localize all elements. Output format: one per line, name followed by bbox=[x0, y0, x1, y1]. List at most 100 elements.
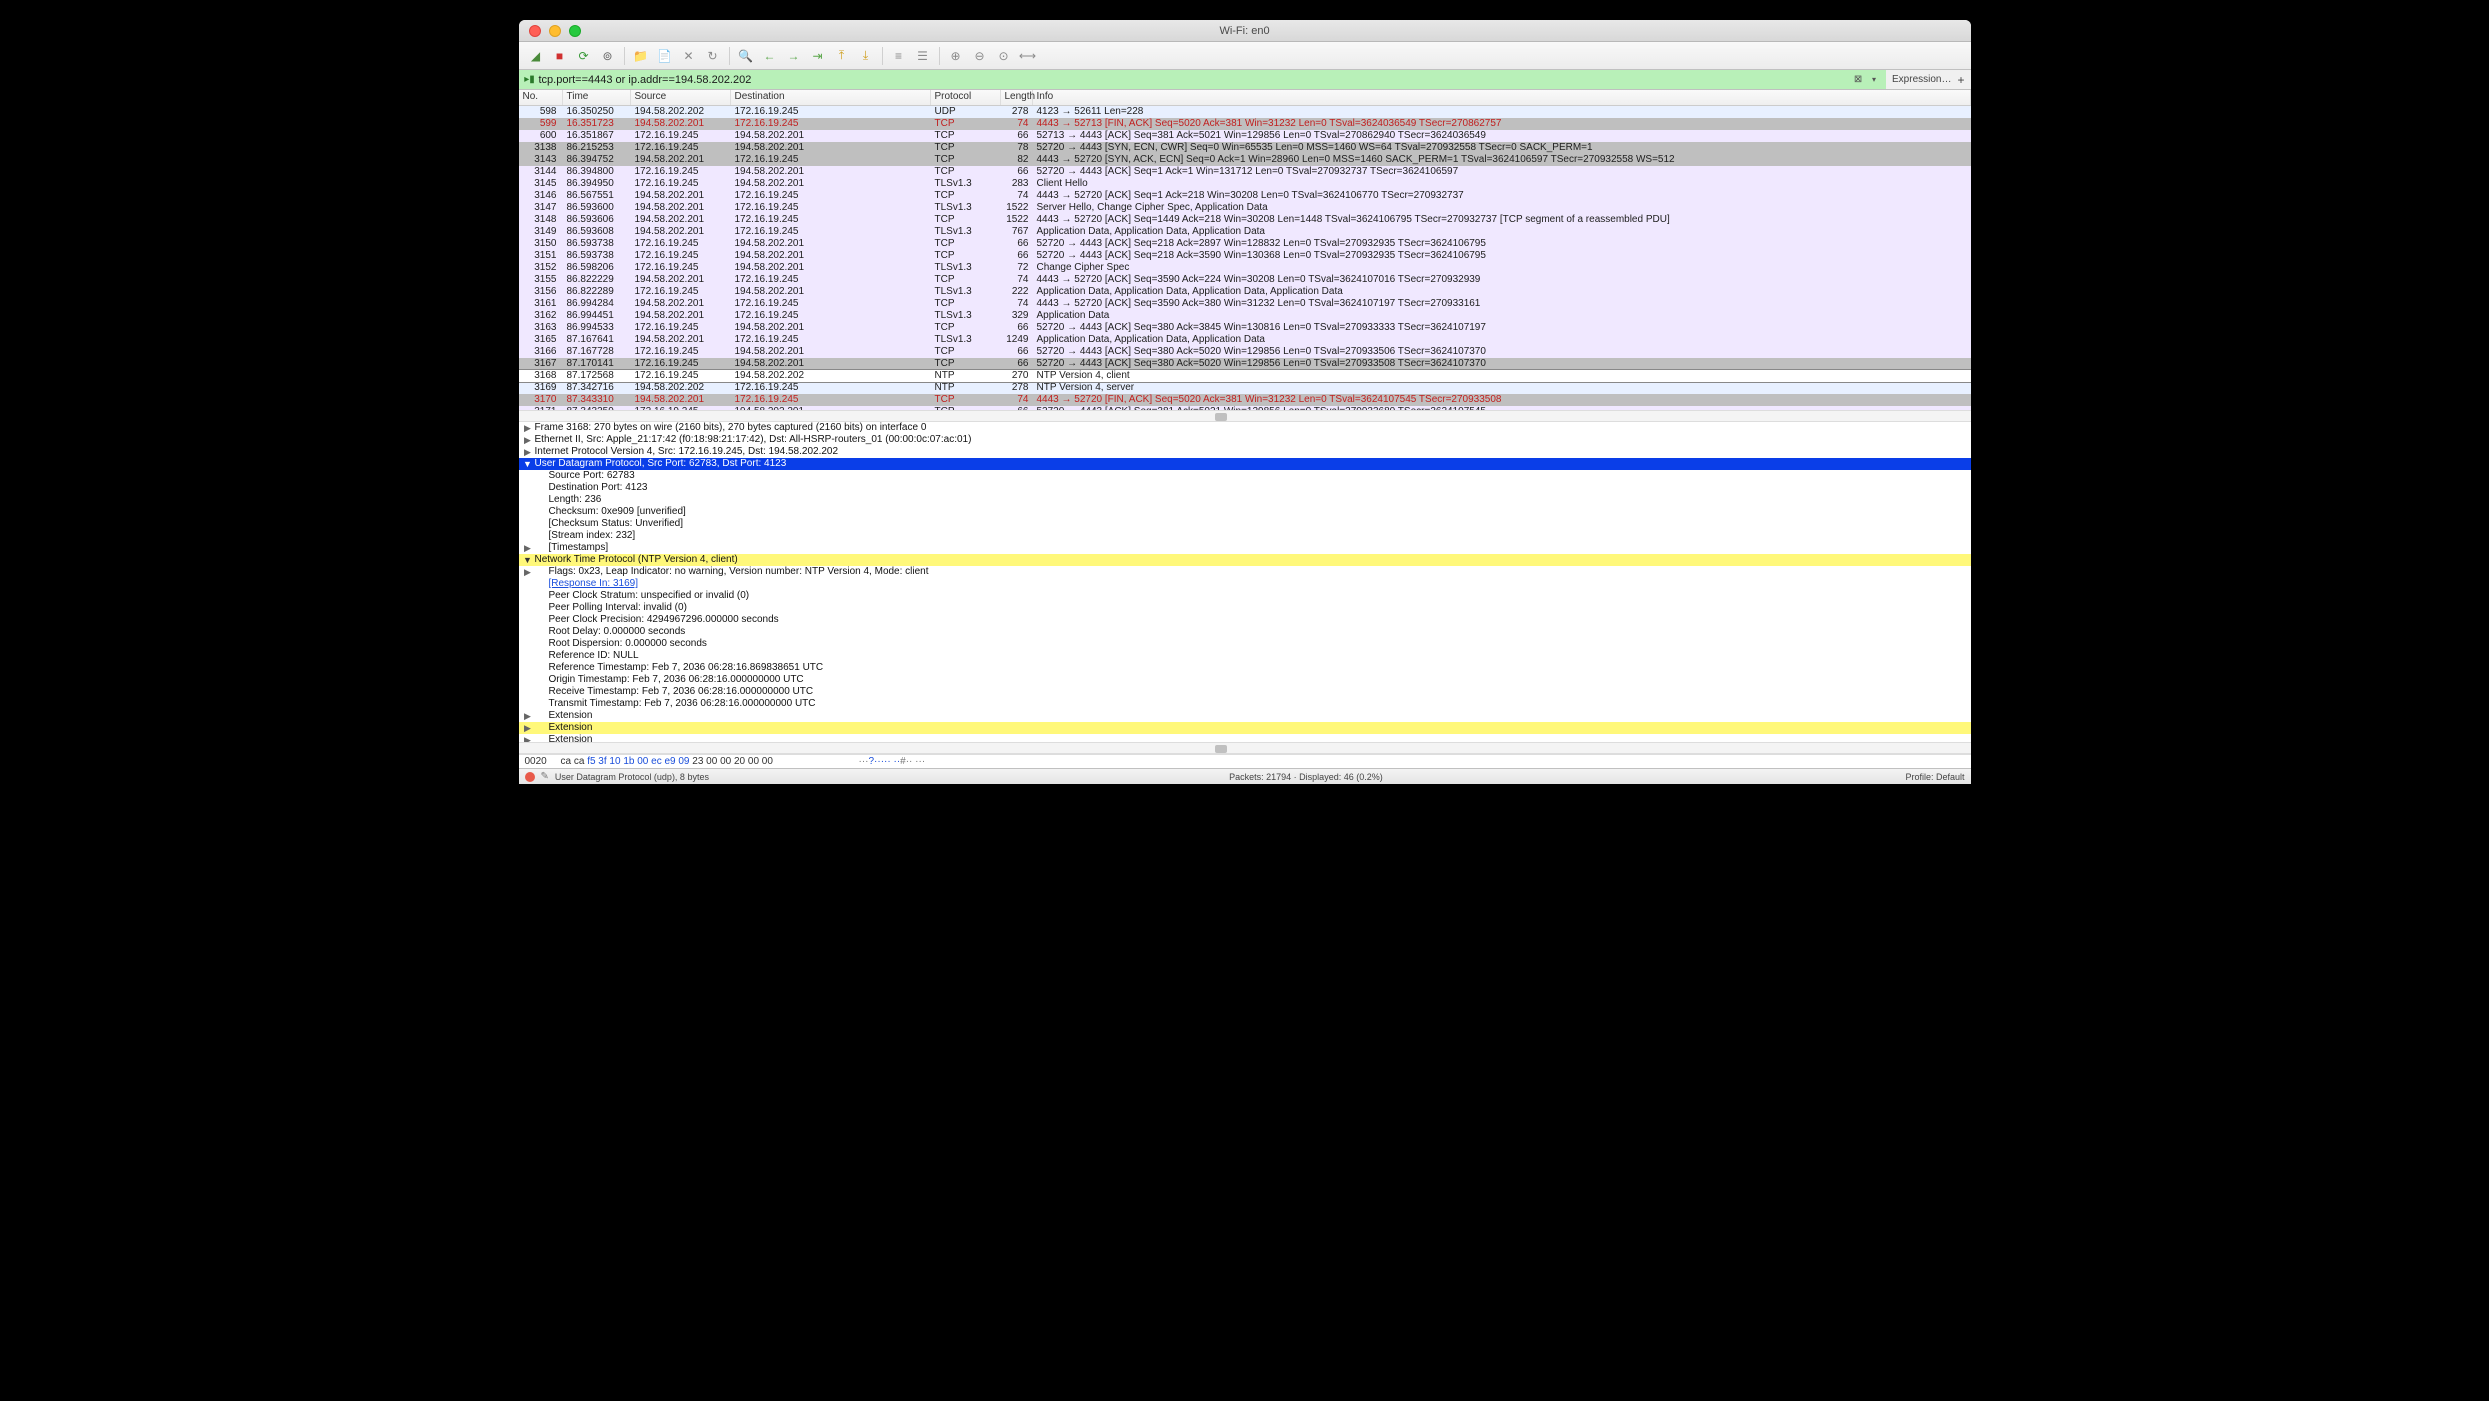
packet-row[interactable]: 313886.215253172.16.19.245194.58.202.201… bbox=[519, 142, 1971, 154]
detail-row[interactable]: ▶Ethernet II, Src: Apple_21:17:42 (f0:18… bbox=[519, 434, 1971, 446]
packet-row[interactable]: 316987.342716194.58.202.202172.16.19.245… bbox=[519, 382, 1971, 394]
packet-row[interactable]: 315586.822229194.58.202.201172.16.19.245… bbox=[519, 274, 1971, 286]
detail-row[interactable]: Length: 236 bbox=[519, 494, 1971, 506]
zoom-in-icon[interactable]: ⊕ bbox=[945, 45, 967, 67]
detail-row[interactable]: Destination Port: 4123 bbox=[519, 482, 1971, 494]
filter-history-dropdown[interactable]: ▾ bbox=[1866, 73, 1882, 87]
expression-button[interactable]: Expression… bbox=[1892, 74, 1951, 85]
last-icon[interactable]: ⤓ bbox=[855, 45, 877, 67]
preferences-icon[interactable]: ✎ bbox=[541, 771, 549, 782]
zoom-out-icon[interactable]: ⊖ bbox=[969, 45, 991, 67]
detail-row[interactable]: ▶Internet Protocol Version 4, Src: 172.1… bbox=[519, 446, 1971, 458]
colorize-icon[interactable]: ☰ bbox=[912, 45, 934, 67]
detail-row[interactable]: ▶Flags: 0x23, Leap Indicator: no warning… bbox=[519, 566, 1971, 578]
packet-bytes-pane[interactable]: 0020 ca ca f5 3f 10 1b 00 ec e9 09 23 00… bbox=[519, 754, 1971, 768]
detail-row[interactable]: Checksum: 0xe909 [unverified] bbox=[519, 506, 1971, 518]
close-window-button[interactable] bbox=[529, 25, 541, 37]
detail-row[interactable]: ▶[Timestamps] bbox=[519, 542, 1971, 554]
packet-row[interactable]: 59816.350250194.58.202.202172.16.19.245U… bbox=[519, 106, 1971, 118]
detail-row[interactable]: [Response In: 3169] bbox=[519, 578, 1971, 590]
packet-row[interactable]: 317087.343310194.58.202.201172.16.19.245… bbox=[519, 394, 1971, 406]
goto-icon[interactable]: ⇥ bbox=[807, 45, 829, 67]
detail-row[interactable]: Peer Clock Precision: 4294967296.000000 … bbox=[519, 614, 1971, 626]
packet-row[interactable]: 316787.170141172.16.19.245194.58.202.201… bbox=[519, 358, 1971, 370]
detail-row[interactable]: Transmit Timestamp: Feb 7, 2036 06:28:16… bbox=[519, 698, 1971, 710]
autoscroll-icon[interactable]: ≡ bbox=[888, 45, 910, 67]
first-icon[interactable]: ⤒ bbox=[831, 45, 853, 67]
detail-row[interactable]: Source Port: 62783 bbox=[519, 470, 1971, 482]
detail-row[interactable]: Root Dispersion: 0.000000 seconds bbox=[519, 638, 1971, 650]
col-header-protocol[interactable]: Protocol bbox=[931, 90, 1001, 105]
pane-splitter-1[interactable] bbox=[519, 410, 1971, 422]
zoom-reset-icon[interactable]: ⊙ bbox=[993, 45, 1015, 67]
titlebar[interactable]: Wi-Fi: en0 bbox=[519, 20, 1971, 42]
detail-row[interactable]: [Stream index: 232] bbox=[519, 530, 1971, 542]
packet-rows[interactable]: 59816.350250194.58.202.202172.16.19.245U… bbox=[519, 106, 1971, 410]
detail-row[interactable]: ▶Extension bbox=[519, 722, 1971, 734]
detail-row[interactable]: Root Delay: 0.000000 seconds bbox=[519, 626, 1971, 638]
status-profile[interactable]: Profile: Default bbox=[1905, 772, 1964, 782]
stop-icon[interactable]: ■ bbox=[549, 45, 571, 67]
detail-row[interactable]: Reference Timestamp: Feb 7, 2036 06:28:1… bbox=[519, 662, 1971, 674]
packet-row[interactable]: 316186.994284194.58.202.201172.16.19.245… bbox=[519, 298, 1971, 310]
bookmark-filter-icon[interactable]: ▸▮ bbox=[523, 73, 537, 87]
restart-icon[interactable]: ⟳ bbox=[573, 45, 595, 67]
col-header-time[interactable]: Time bbox=[563, 90, 631, 105]
packet-row[interactable]: 60016.351867172.16.19.245194.58.202.201T… bbox=[519, 130, 1971, 142]
options-icon[interactable]: ⊚ bbox=[597, 45, 619, 67]
detail-row[interactable]: Reference ID: NULL bbox=[519, 650, 1971, 662]
detail-row[interactable]: Peer Polling Interval: invalid (0) bbox=[519, 602, 1971, 614]
detail-row[interactable]: ▶Extension bbox=[519, 734, 1971, 742]
col-header-source[interactable]: Source bbox=[631, 90, 731, 105]
resize-cols-icon[interactable]: ⟷ bbox=[1017, 45, 1039, 67]
packet-row[interactable]: 316386.994533172.16.19.245194.58.202.201… bbox=[519, 322, 1971, 334]
minimize-window-button[interactable] bbox=[549, 25, 561, 37]
display-filter-input[interactable]: ▸▮ tcp.port==4443 or ip.addr==194.58.202… bbox=[519, 70, 1887, 89]
col-header-no[interactable]: No. bbox=[519, 90, 563, 105]
packet-row[interactable]: 314786.593600194.58.202.201172.16.19.245… bbox=[519, 202, 1971, 214]
find-icon[interactable]: 🔍 bbox=[735, 45, 757, 67]
reload-icon[interactable]: ↻ bbox=[702, 45, 724, 67]
packet-list-header[interactable]: No. Time Source Destination Protocol Len… bbox=[519, 90, 1971, 106]
detail-row[interactable]: ▶Extension bbox=[519, 710, 1971, 722]
open-icon[interactable]: 📁 bbox=[630, 45, 652, 67]
packet-row[interactable]: 314586.394950172.16.19.245194.58.202.201… bbox=[519, 178, 1971, 190]
detail-row[interactable]: ▼Network Time Protocol (NTP Version 4, c… bbox=[519, 554, 1971, 566]
prev-icon[interactable]: ← bbox=[759, 45, 781, 67]
packet-row[interactable]: 316887.172568172.16.19.245194.58.202.202… bbox=[519, 370, 1971, 382]
packet-row[interactable]: 315686.822289172.16.19.245194.58.202.201… bbox=[519, 286, 1971, 298]
hex-offset: 0020 bbox=[525, 756, 561, 767]
packet-details-pane[interactable]: ▶Frame 3168: 270 bytes on wire (2160 bit… bbox=[519, 422, 1971, 742]
packet-row[interactable]: 315286.598206172.16.19.245194.58.202.201… bbox=[519, 262, 1971, 274]
detail-row[interactable]: ▼User Datagram Protocol, Src Port: 62783… bbox=[519, 458, 1971, 470]
packet-row[interactable]: 314986.593608194.58.202.201172.16.19.245… bbox=[519, 226, 1971, 238]
add-filter-button[interactable]: + bbox=[1957, 73, 1964, 87]
detail-row[interactable]: [Checksum Status: Unverified] bbox=[519, 518, 1971, 530]
detail-row[interactable]: Receive Timestamp: Feb 7, 2036 06:28:16.… bbox=[519, 686, 1971, 698]
save-icon[interactable]: 📄 bbox=[654, 45, 676, 67]
packet-row[interactable]: 314686.567551194.58.202.201172.16.19.245… bbox=[519, 190, 1971, 202]
pane-splitter-2[interactable] bbox=[519, 742, 1971, 754]
clear-filter-button[interactable]: ⊠ bbox=[1850, 73, 1866, 87]
detail-row[interactable]: ▶Frame 3168: 270 bytes on wire (2160 bit… bbox=[519, 422, 1971, 434]
packet-row[interactable]: 315086.593738172.16.19.245194.58.202.201… bbox=[519, 238, 1971, 250]
packet-row[interactable]: 316587.167641194.58.202.201172.16.19.245… bbox=[519, 334, 1971, 346]
packet-row[interactable]: 314886.593606194.58.202.201172.16.19.245… bbox=[519, 214, 1971, 226]
close-icon[interactable]: ✕ bbox=[678, 45, 700, 67]
shark-fin-icon[interactable]: ◢ bbox=[525, 45, 547, 67]
filter-text: tcp.port==4443 or ip.addr==194.58.202.20… bbox=[539, 74, 1851, 86]
detail-row[interactable]: Peer Clock Stratum: unspecified or inval… bbox=[519, 590, 1971, 602]
packet-row[interactable]: 316687.167728172.16.19.245194.58.202.201… bbox=[519, 346, 1971, 358]
packet-row[interactable]: 59916.351723194.58.202.201172.16.19.245T… bbox=[519, 118, 1971, 130]
packet-row[interactable]: 314386.394752194.58.202.201172.16.19.245… bbox=[519, 154, 1971, 166]
col-header-destination[interactable]: Destination bbox=[731, 90, 931, 105]
col-header-info[interactable]: Info bbox=[1033, 90, 1971, 105]
next-icon[interactable]: → bbox=[783, 45, 805, 67]
col-header-length[interactable]: Length bbox=[1001, 90, 1033, 105]
packet-row[interactable]: 315186.593738172.16.19.245194.58.202.201… bbox=[519, 250, 1971, 262]
zoom-window-button[interactable] bbox=[569, 25, 581, 37]
packet-row[interactable]: 316286.994451194.58.202.201172.16.19.245… bbox=[519, 310, 1971, 322]
detail-row[interactable]: Origin Timestamp: Feb 7, 2036 06:28:16.0… bbox=[519, 674, 1971, 686]
packet-row[interactable]: 314486.394800172.16.19.245194.58.202.201… bbox=[519, 166, 1971, 178]
expert-info-button[interactable] bbox=[525, 772, 535, 782]
